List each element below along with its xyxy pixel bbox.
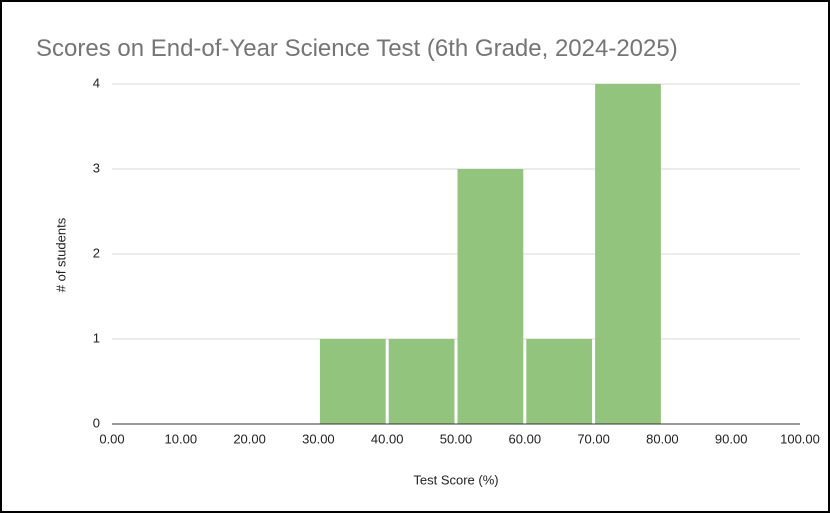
y-tick-label: 3 bbox=[93, 160, 100, 175]
chart-title: Scores on End-of-Year Science Test (6th … bbox=[36, 35, 678, 62]
bar bbox=[457, 169, 524, 424]
y-tick-label: 4 bbox=[93, 75, 100, 90]
x-tick-label: 60.00 bbox=[509, 431, 542, 446]
bar bbox=[319, 339, 386, 424]
x-tick-label: 70.00 bbox=[577, 431, 610, 446]
x-tick-label: 40.00 bbox=[371, 431, 404, 446]
bar bbox=[595, 84, 661, 424]
x-tick-label: 0.00 bbox=[99, 431, 124, 446]
y-tick-label: 2 bbox=[93, 245, 100, 260]
bar bbox=[388, 339, 455, 424]
x-tick-label: 100.00 bbox=[780, 431, 820, 446]
x-tick-label: 50.00 bbox=[440, 431, 473, 446]
y-axis-label: # of students bbox=[53, 217, 68, 292]
x-tick-label: 10.00 bbox=[165, 431, 198, 446]
bar bbox=[526, 339, 593, 424]
y-tick-label: 0 bbox=[93, 415, 100, 430]
x-tick-label: 30.00 bbox=[302, 431, 335, 446]
x-tick-label: 20.00 bbox=[233, 431, 266, 446]
y-tick-label: 1 bbox=[93, 330, 100, 345]
x-tick-label: 80.00 bbox=[646, 431, 679, 446]
x-tick-label: 90.00 bbox=[715, 431, 748, 446]
x-axis-label: Test Score (%) bbox=[413, 472, 498, 487]
